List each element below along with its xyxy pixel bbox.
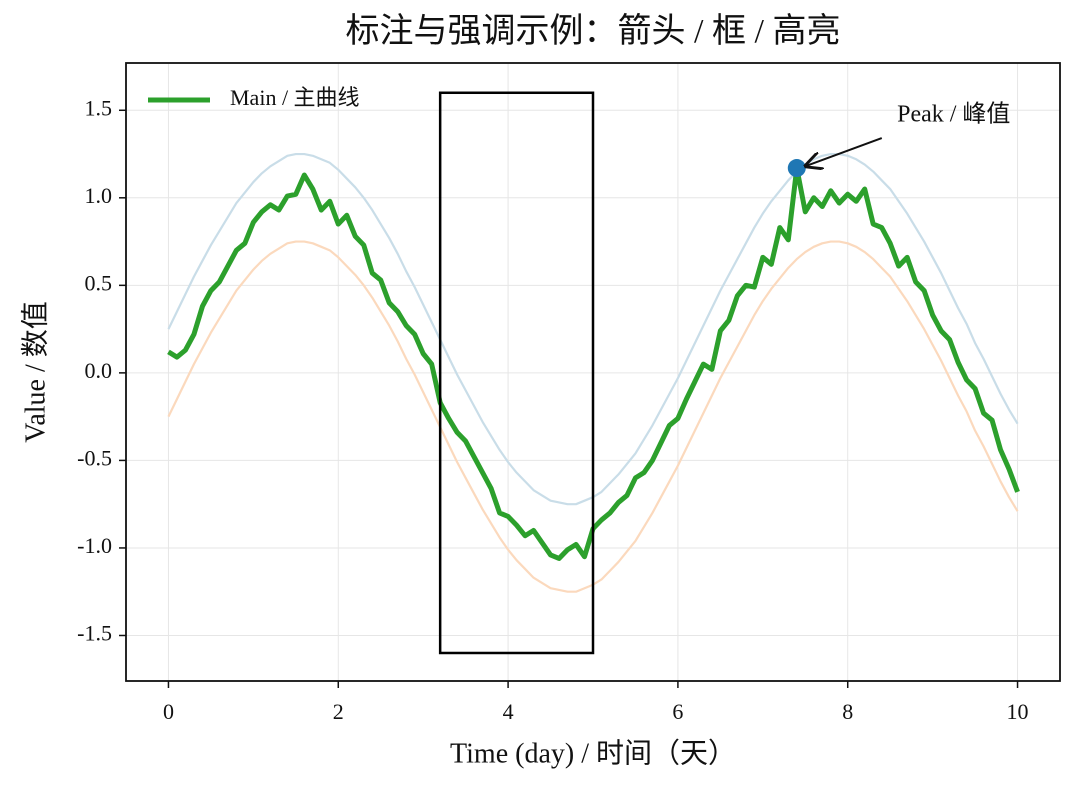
peak-marker (787, 159, 806, 178)
highlight-box (438, 91, 595, 655)
x-tick-label: 6 (672, 699, 683, 724)
y-tick-label: -0.5 (77, 445, 112, 470)
x-tick-label: 8 (842, 699, 853, 724)
y-tick-label: -1.5 (77, 621, 112, 646)
plot-frame (125, 62, 1061, 682)
annotation-arrow (806, 137, 883, 166)
x-axis-label: Time (day) / 时间（天） (450, 737, 736, 769)
x-tick-label: 2 (333, 699, 344, 724)
y-tick-label: 1.5 (85, 95, 113, 120)
y-tick-label: 0.0 (85, 358, 113, 383)
y-axis-label: Value / 数值 (19, 301, 51, 443)
y-tick-label: 0.5 (85, 270, 113, 295)
x-tick-label: 4 (503, 699, 514, 724)
annotation-text: Peak / 峰值 (897, 101, 1010, 128)
y-tick-label: -1.0 (77, 533, 112, 558)
chart-title: 标注与强调示例：箭头 / 框 / 高亮 (346, 12, 841, 50)
legend-label: Main / 主曲线 (230, 85, 360, 110)
x-tick-label: 0 (163, 699, 174, 724)
y-tick-label: 1.0 (85, 183, 113, 208)
x-tick-label: 10 (1007, 699, 1029, 724)
